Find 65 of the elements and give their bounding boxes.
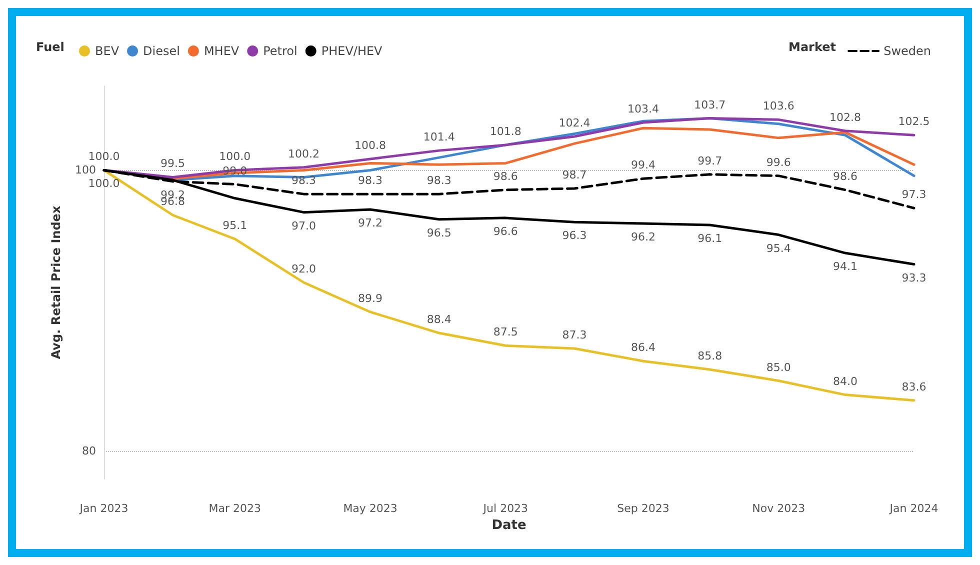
y-axis-title: Avg. Retail Price Index <box>49 206 63 360</box>
x-tick-label: May 2023 <box>343 502 398 515</box>
data-label: 99.0 <box>222 164 248 178</box>
data-label: 96.3 <box>562 229 587 242</box>
data-label: 85.0 <box>766 360 791 374</box>
data-label: 101.8 <box>490 124 522 138</box>
data-label: 86.4 <box>631 341 656 354</box>
data-label: 103.4 <box>628 102 660 116</box>
x-tick-label: Nov 2023 <box>752 502 806 515</box>
data-label: 92.0 <box>291 262 316 276</box>
data-label: 95.1 <box>222 218 248 232</box>
data-label: 97.0 <box>291 219 316 232</box>
y-tick-label: 80 <box>82 444 96 458</box>
data-label: 87.5 <box>493 326 518 339</box>
data-label: 100.0 <box>88 150 120 164</box>
data-label: 85.8 <box>698 350 722 363</box>
data-label: 100.0 <box>219 150 251 164</box>
x-tick-label: Jan 2023 <box>78 502 128 515</box>
data-label: 100.0 <box>88 177 120 190</box>
data-label: 99.5 <box>160 157 186 170</box>
x-axis-title: Date <box>492 518 526 533</box>
legend-label: MHEV <box>204 44 240 58</box>
legend-title: Fuel <box>36 40 64 54</box>
data-label: 98.7 <box>562 168 587 182</box>
data-label: 89.9 <box>358 292 383 305</box>
x-tick-label: Mar 2023 <box>208 502 262 515</box>
data-label: 87.3 <box>562 328 587 342</box>
data-label: 96.6 <box>493 224 518 238</box>
data-label: 97.2 <box>358 216 383 230</box>
data-label: 94.1 <box>832 260 858 274</box>
data-label: 99.6 <box>766 156 791 169</box>
data-label: 102.8 <box>829 110 861 124</box>
legend-label: PHEV/HEV <box>321 44 384 58</box>
legend-label: Sweden <box>884 44 931 58</box>
data-label: 101.4 <box>423 130 455 144</box>
data-label: 95.4 <box>766 242 791 255</box>
data-label: 100.2 <box>288 147 320 160</box>
data-label: 96.2 <box>631 230 656 244</box>
data-label: 98.3 <box>358 174 383 188</box>
legend-label: BEV <box>95 44 120 58</box>
x-tick-label: Sep 2023 <box>617 502 670 515</box>
data-label: 84.0 <box>832 374 858 388</box>
data-label: 99.7 <box>698 154 722 168</box>
data-label: 99.4 <box>631 158 656 172</box>
y-tick-label: 100 <box>75 164 96 177</box>
legend-label: Petrol <box>263 44 298 58</box>
data-label: 98.3 <box>426 174 452 188</box>
data-label: 98.6 <box>493 170 518 183</box>
data-label: 88.4 <box>426 313 452 326</box>
data-label: 83.6 <box>902 380 926 394</box>
data-label: 102.5 <box>898 115 930 128</box>
data-label: 93.3 <box>902 271 926 284</box>
data-label: 102.4 <box>558 116 590 130</box>
x-tick-label: Jul 2023 <box>482 502 528 515</box>
data-label: 96.1 <box>698 232 722 245</box>
data-label: 98.6 <box>832 170 858 183</box>
data-label: 96.5 <box>426 226 452 240</box>
text: Market <box>788 40 836 54</box>
data-label: 103.7 <box>694 98 726 112</box>
data-label: 100.8 <box>354 138 386 152</box>
data-label: 96.8 <box>160 195 186 208</box>
legend-label: Diesel <box>143 44 180 58</box>
data-label: 97.3 <box>902 188 926 202</box>
x-tick-label: Jan 2024 <box>888 502 938 515</box>
data-label: 103.6 <box>762 100 794 113</box>
